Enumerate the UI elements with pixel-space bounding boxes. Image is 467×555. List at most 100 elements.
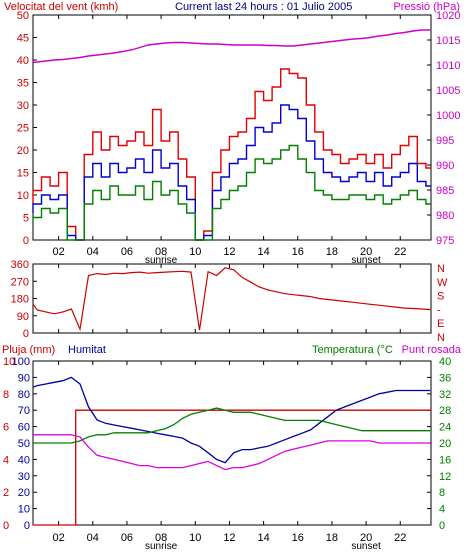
- humidity-line: [32, 376, 431, 464]
- sunset-label: sunset: [351, 255, 381, 266]
- chart-period-title: Current last 24 hours : 01 Julio 2005: [175, 1, 352, 13]
- wind-direction-line: [32, 267, 431, 332]
- x-tick-label: 14: [257, 532, 269, 544]
- y-temp-tick-label: 20: [439, 438, 451, 450]
- x-tick-label: 10: [189, 246, 201, 258]
- y-left-tick-label: 270: [11, 276, 29, 288]
- sunrise-label: sunrise: [145, 255, 178, 266]
- y-left-tick-label: 90: [17, 311, 29, 323]
- y-right-tick-label: 1020: [436, 10, 460, 22]
- wind-speed-title: Velocitat del vent (kmh): [4, 1, 118, 13]
- x-tick-label: 04: [87, 532, 99, 544]
- y-left-tick-label: 45: [17, 33, 29, 45]
- x-tick-label: 14: [257, 246, 269, 258]
- dewpoint-line: [33, 434, 431, 471]
- wind-minimum-line: [32, 144, 431, 241]
- dewpoint-title: Punt rosada: [402, 344, 462, 356]
- x-tick-label: 20: [360, 246, 372, 258]
- x-tick-label: 16: [292, 532, 304, 544]
- y-left-tick-label: 5: [23, 213, 29, 225]
- y-rain-tick-label: 6: [3, 422, 9, 434]
- direction-label: S: [437, 291, 444, 303]
- y-temp-tick-label: 36: [439, 372, 451, 384]
- x-tick-label: 12: [223, 246, 235, 258]
- direction-label: N: [437, 332, 445, 344]
- y-rain-tick-label: 8: [3, 389, 9, 401]
- y-humidity-tick-label: 20: [18, 487, 30, 499]
- y-humidity-tick-label: 70: [18, 405, 30, 417]
- y-left-tick-label: 10: [17, 190, 29, 202]
- y-right-tick-label: 1015: [436, 35, 460, 47]
- y-temp-tick-label: 4: [439, 504, 445, 516]
- y-humidity-tick-label: 100: [12, 356, 30, 368]
- x-tick-label: 06: [121, 246, 133, 258]
- x-tick-label: 06: [121, 532, 133, 544]
- y-rain-tick-label: 10: [3, 356, 15, 368]
- rain-line: [33, 409, 431, 526]
- y-left-tick-label: 15: [17, 168, 29, 180]
- temperature-title: Temperatura (°C: [312, 344, 393, 356]
- chart-panels: 0510152025303540455097598098599099510001…: [3, 10, 460, 552]
- y-left-tick-label: 40: [17, 55, 29, 67]
- humidity-title: Humitat: [68, 344, 106, 356]
- y-left-tick-label: 30: [17, 100, 29, 112]
- y-humidity-tick-label: 80: [18, 389, 30, 401]
- y-rain-tick-label: 0: [3, 520, 9, 532]
- y-rain-tick-label: 2: [3, 487, 9, 499]
- wind-gust-line: [32, 68, 431, 241]
- y-humidity-tick-label: 50: [18, 438, 30, 450]
- y-humidity-tick-label: 30: [18, 471, 30, 483]
- x-tick-label: 08: [155, 532, 167, 544]
- y-humidity-tick-label: 0: [24, 520, 30, 532]
- direction-label: N: [437, 263, 445, 275]
- y-temp-tick-label: 0: [439, 520, 445, 532]
- direction-label: -: [437, 304, 441, 316]
- y-right-tick-label: 975: [436, 235, 454, 247]
- x-tick-label: 22: [394, 246, 406, 258]
- x-tick-label: 08: [155, 246, 167, 258]
- y-humidity-tick-label: 90: [18, 372, 30, 384]
- y-left-tick-label: 35: [17, 78, 29, 90]
- y-humidity-tick-label: 10: [18, 504, 30, 516]
- y-left-tick-label: 360: [11, 259, 29, 271]
- x-tick-label: 02: [52, 246, 64, 258]
- wind-average-line: [32, 104, 431, 241]
- direction-label: E: [437, 318, 444, 330]
- pressure-title: Pressió (hPa): [393, 1, 460, 13]
- x-tick-label: 04: [87, 246, 99, 258]
- x-tick-label: 02: [52, 532, 64, 544]
- y-left-tick-label: 50: [17, 10, 29, 22]
- direction-label: W: [437, 277, 448, 289]
- y-left-tick-label: 0: [23, 235, 29, 247]
- x-tick-label: 10: [189, 532, 201, 544]
- rain-title: Pluja (mm): [2, 344, 55, 356]
- x-tick-label: 16: [292, 246, 304, 258]
- pressure-line: [32, 29, 431, 64]
- y-right-tick-label: 980: [436, 210, 454, 222]
- y-temp-tick-label: 8: [439, 487, 445, 499]
- sunset-label: sunset: [351, 541, 381, 552]
- y-left-tick-label: 20: [17, 145, 29, 157]
- temperature-line: [33, 407, 431, 444]
- y-left-tick-label: 0: [23, 328, 29, 340]
- y-right-tick-label: 995: [436, 135, 454, 147]
- y-right-tick-label: 1000: [436, 110, 460, 122]
- y-right-tick-label: 1010: [436, 60, 460, 72]
- y-temp-tick-label: 28: [439, 405, 451, 417]
- y-left-tick-label: 25: [17, 123, 29, 135]
- x-tick-label: 20: [360, 532, 372, 544]
- y-right-tick-label: 990: [436, 160, 454, 172]
- y-humidity-tick-label: 40: [18, 454, 30, 466]
- y-right-tick-label: 985: [436, 185, 454, 197]
- y-temp-tick-label: 12: [439, 471, 451, 483]
- y-rain-tick-label: 4: [3, 454, 9, 466]
- x-tick-label: 18: [326, 246, 338, 258]
- x-tick-label: 12: [223, 532, 235, 544]
- x-tick-label: 22: [394, 532, 406, 544]
- sunrise-label: sunrise: [145, 541, 178, 552]
- y-humidity-tick-label: 60: [18, 422, 30, 434]
- y-temp-tick-label: 32: [439, 389, 451, 401]
- y-left-tick-label: 180: [11, 294, 29, 306]
